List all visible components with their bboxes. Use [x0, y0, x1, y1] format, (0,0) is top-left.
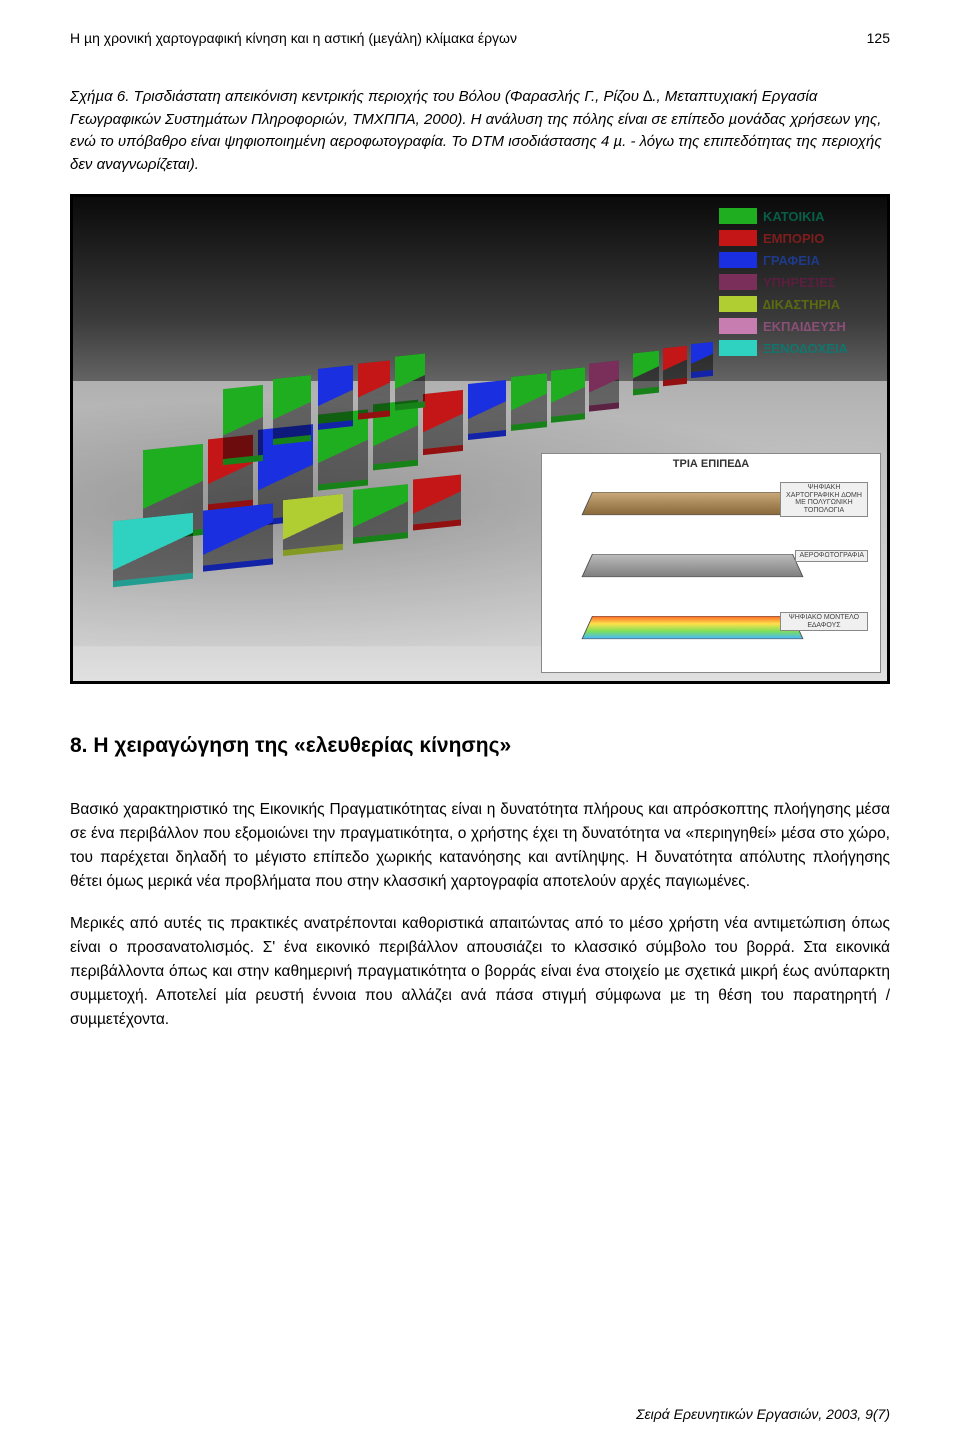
building-block — [223, 385, 263, 465]
building-block — [468, 380, 506, 440]
inset-layer-bot — [582, 616, 804, 639]
building-block — [358, 360, 390, 419]
legend-row: ΥΠΗΡΕΣΙΕΣ — [719, 271, 875, 293]
legend-swatch — [719, 252, 757, 268]
body-para-2: Μερικές από αυτές τις πρακτικές ανατρέπο… — [70, 912, 890, 1032]
page: Η µη χρονική χαρτογραφική κίνηση και η α… — [0, 0, 960, 1446]
legend-label: ΞΕΝΟ∆ΟΧΕΙΑ — [763, 341, 848, 356]
running-head-left: Η µη χρονική χαρτογραφική κίνηση και η α… — [70, 30, 517, 46]
legend-swatch — [719, 318, 757, 334]
building-block — [551, 367, 585, 423]
legend-swatch — [719, 296, 757, 312]
legend-label: ΥΠΗΡΕΣΙΕΣ — [763, 275, 836, 290]
legend-swatch — [719, 208, 757, 224]
inset-caption-top: ΨΗΦΙΑΚΗ ΧΑΡΤΟΓΡΑΦΙΚΗ ∆ΟΜΗ ΜΕ ΠΟΛΥΓΩΝΙΚΗ … — [780, 482, 868, 517]
building-block — [511, 373, 547, 431]
legend-row: ΓΡΑΦΕΙΑ — [719, 249, 875, 271]
legend-row: ΕΚΠΑΙ∆ΕΥΣΗ — [719, 315, 875, 337]
building-block — [663, 346, 687, 387]
inset-three-levels: ΤΡΙΑ ΕΠΙΠΕ∆Α ΨΗΦΙΑΚΗ ΧΑΡΤΟΓΡΑΦΙΚΗ ∆ΟΜΗ Μ… — [541, 453, 881, 673]
building-block — [633, 351, 659, 396]
legend-row: ΞΕΝΟ∆ΟΧΕΙΑ — [719, 337, 875, 359]
building-block — [691, 342, 713, 378]
legend: ΚΑΤΟΙΚΙΑ ΕΜΠΟΡΙΟ ΓΡΑΦΕΙΑ ΥΠΗΡΕΣΙΕΣ ∆ΙΚΑΣΤΗΡΙ… — [713, 201, 881, 365]
inset-layers: ΨΗΦΙΑΚΗ ΧΑΡΤΟΓΡΑΦΙΚΗ ∆ΟΜΗ ΜΕ ΠΟΛΥΓΩΝΙΚΗ … — [548, 472, 874, 668]
building-block — [395, 353, 425, 410]
building-block — [353, 484, 408, 544]
inset-title: ΤΡΙΑ ΕΠΙΠΕ∆Α — [548, 458, 874, 470]
legend-row: ΚΑΤΟΙΚΙΑ — [719, 205, 875, 227]
building-block — [273, 375, 311, 445]
figure-caption: Σχήµα 6. Τρισδιάστατη απεικόνιση κεντρικ… — [70, 86, 890, 176]
inset-layer-top — [582, 492, 804, 515]
running-head: Η µη χρονική χαρτογραφική κίνηση και η α… — [70, 30, 890, 46]
building-block — [413, 474, 461, 530]
legend-row: ∆ΙΚΑΣΤΗΡΙΑ — [719, 293, 875, 315]
body-para-1: Βασικό χαρακτηριστικό της Εικονικής Πραγ… — [70, 798, 890, 894]
building-block — [589, 360, 619, 411]
figure-schema-6: ΚΑΤΟΙΚΙΑ ΕΜΠΟΡΙΟ ΓΡΑΦΕΙΑ ΥΠΗΡΕΣΙΕΣ ∆ΙΚΑΣΤΗΡΙ… — [70, 194, 890, 684]
inset-caption-bot: ΨΗΦΙΑΚΟ ΜΟΝΤΕΛΟ Ε∆ΑΦΟΥΣ — [780, 612, 868, 631]
legend-label: ΚΑΤΟΙΚΙΑ — [763, 209, 825, 224]
inset-caption-mid: ΑΕΡΟΦΩΤΟΓΡΑΦΙΑ — [795, 550, 868, 562]
legend-swatch — [719, 274, 757, 290]
building-block — [203, 503, 273, 571]
footer-citation: Σειρά Ερευνητικών Εργασιών, 2003, 9(7) — [636, 1406, 890, 1422]
building-block — [318, 365, 353, 430]
legend-swatch — [719, 340, 757, 356]
section-heading: 8. Η χειραγώγηση της «ελευθερίας κίνησης… — [70, 734, 890, 758]
building-block — [283, 494, 343, 556]
legend-label: ∆ΙΚΑΣΤΗΡΙΑ — [763, 297, 840, 312]
legend-swatch — [719, 230, 757, 246]
inset-layer-mid — [582, 554, 804, 577]
legend-label: ΕΜΠΟΡΙΟ — [763, 231, 824, 246]
running-head-pagenum: 125 — [867, 30, 890, 46]
legend-row: ΕΜΠΟΡΙΟ — [719, 227, 875, 249]
legend-label: ΓΡΑΦΕΙΑ — [763, 253, 820, 268]
legend-label: ΕΚΠΑΙ∆ΕΥΣΗ — [763, 319, 846, 334]
building-block — [423, 390, 463, 455]
building-block — [113, 513, 193, 587]
